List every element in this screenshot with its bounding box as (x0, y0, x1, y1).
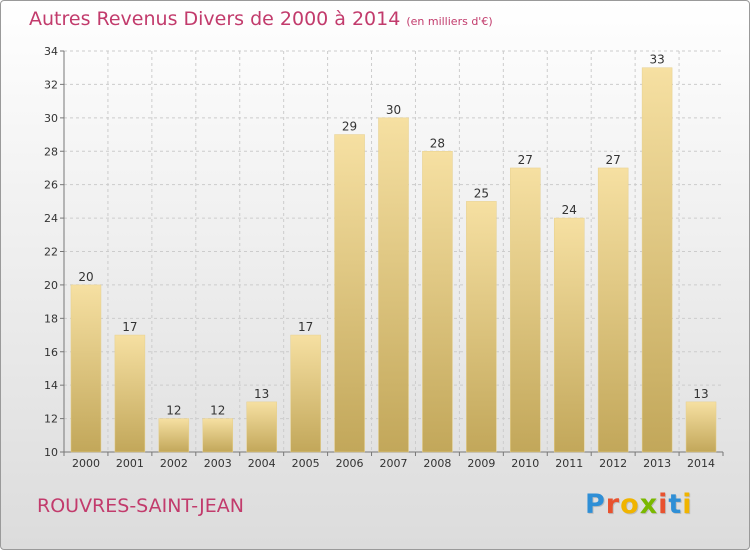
bar (202, 418, 234, 453)
bar (158, 418, 190, 453)
x-tick-label: 2011 (555, 457, 583, 470)
place-label: ROUVRES-SAINT-JEAN (37, 495, 245, 517)
bar-value-label: 24 (562, 203, 577, 217)
y-tick-label: 34 (44, 45, 58, 58)
x-tick-label: 2012 (599, 457, 627, 470)
bar (422, 151, 453, 453)
y-tick-label: 12 (44, 413, 58, 426)
bar (378, 117, 409, 453)
bar-value-label: 12 (210, 404, 225, 418)
bar (290, 334, 321, 453)
bars (70, 67, 717, 453)
y-tick-label: 30 (44, 112, 58, 125)
bar-value-label: 17 (298, 320, 313, 334)
x-tick-label: 2014 (687, 457, 715, 470)
y-tick-label: 14 (44, 379, 58, 392)
bar (510, 167, 541, 453)
x-tick-label: 2006 (336, 457, 364, 470)
logo-letter: i (682, 489, 693, 520)
bar (685, 401, 717, 453)
bar (466, 201, 497, 453)
bar (246, 401, 277, 453)
grid-lines (64, 50, 723, 452)
bar-value-label: 13 (693, 387, 708, 401)
logo-letter: t (668, 489, 683, 520)
y-tick-label: 28 (44, 145, 58, 158)
logo-letter: i (658, 489, 669, 520)
bar-value-label: 12 (166, 404, 181, 418)
bar-value-label: 27 (606, 153, 621, 167)
x-tick-label: 2010 (511, 457, 539, 470)
x-tick-label: 2002 (160, 457, 188, 470)
bar (553, 217, 585, 453)
bar (334, 134, 365, 453)
chart-subtitle: (en milliers d'€) (406, 15, 493, 28)
chart-title-text: Autres Revenus Divers de 2000 à 2014 (29, 8, 401, 30)
bar (597, 167, 629, 453)
x-tick-label: 2013 (643, 457, 671, 470)
y-tick-label: 20 (44, 279, 58, 292)
y-tick-label: 24 (44, 212, 58, 225)
axes: 10 12 14 16 18 20 22 24 26 28 30 32 34 2000 2001 2002 20… (44, 45, 724, 470)
x-tick-label: 2003 (204, 457, 232, 470)
proxiti-logo: Proxiti (585, 489, 693, 520)
bar-value-label: 20 (78, 270, 93, 284)
data-labels: 20 17 12 12 13 17 29 30 28 25 27 24 27 33 13 (78, 53, 708, 418)
bar-value-label: 29 (342, 120, 357, 134)
x-tick-label: 2009 (467, 457, 495, 470)
logo-letter: r (605, 489, 621, 520)
x-tick-label: 2005 (292, 457, 320, 470)
bar-value-label: 17 (122, 320, 137, 334)
bar-value-label: 30 (386, 103, 401, 117)
logo-letter: x (639, 489, 659, 520)
bar-value-label: 28 (430, 136, 445, 150)
logo-letter: P (585, 489, 606, 520)
y-tick-label: 22 (44, 246, 58, 259)
bar-value-label: 13 (254, 387, 269, 401)
bar (70, 284, 102, 453)
y-tick-label: 32 (44, 78, 58, 91)
x-tick-label: 2007 (380, 457, 408, 470)
x-tick-label: 2004 (248, 457, 276, 470)
bar (641, 67, 673, 453)
y-tick-label: 10 (44, 446, 58, 459)
x-tick-label: 2008 (423, 457, 451, 470)
bar-value-label: 33 (649, 53, 664, 67)
chart-title: Autres Revenus Divers de 2000 à 2014 (en … (29, 8, 493, 30)
bar-value-label: 27 (518, 153, 533, 167)
x-tick-label: 2000 (72, 457, 100, 470)
bar-value-label: 25 (474, 186, 489, 200)
logo-letter: o (620, 489, 640, 520)
x-tick-label: 2001 (116, 457, 144, 470)
y-tick-label: 16 (44, 346, 58, 359)
y-tick-label: 18 (44, 312, 58, 325)
bar (114, 334, 146, 453)
y-tick-label: 26 (44, 179, 58, 192)
